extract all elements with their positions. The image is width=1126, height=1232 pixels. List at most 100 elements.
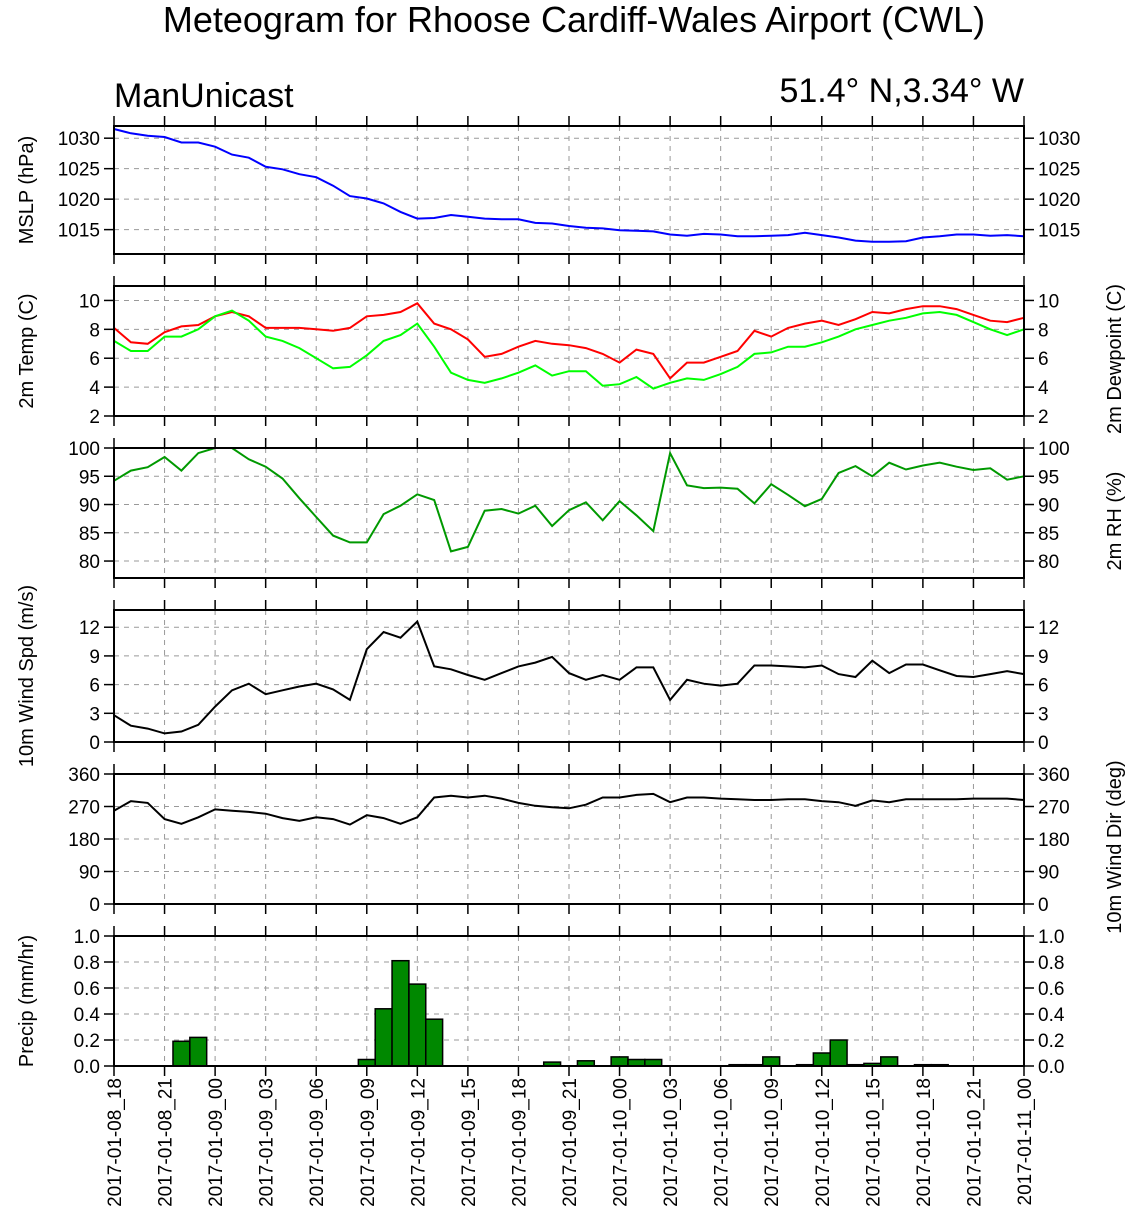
y-tick-label-left: 6 [89,349,100,370]
precip-bar [172,1040,191,1067]
y-axis-label-right: 10m Wind Dir (deg) [1104,760,1126,933]
y-tick-label-right: 0.2 [1038,1031,1064,1052]
y-tick-label-right: 90 [1038,496,1059,517]
y-tick-label-left: 9 [89,647,100,668]
x-tick-label: 2017-01-11_00 [1015,1078,1036,1205]
y-tick-label-right: 100 [1038,439,1070,460]
y-tick-label-left: 1.0 [74,927,100,948]
precip-bar [762,1056,781,1067]
y-tick-label-left: 8 [89,320,100,341]
panel-frame [113,285,1025,417]
y-tick-label-right: 3 [1038,704,1049,725]
x-tick-label: 2017-01-10_12 [813,1078,834,1207]
precip-bar [425,1018,444,1067]
panel-wdir: 0 0 90 90 180 180 270 270 360 360 10m Wind Dir (de… [68,760,1126,933]
y-tick-label-left: 270 [68,798,100,819]
y-tick-label-left: 12 [79,618,100,639]
panel-frame [113,773,1025,905]
y-tick-label-right: 95 [1038,467,1059,488]
x-tick-label: 2017-01-10_06 [712,1078,733,1207]
y-tick-label-left: 4 [89,378,100,399]
series-line-mslp-0 [113,128,1025,243]
y-axis-label-left: 10m Wind Spd (m/s) [16,585,38,767]
y-tick-label-right: 180 [1038,830,1070,851]
precip-bar [880,1056,899,1067]
series-line-temp-1 [113,309,1025,390]
y-tick-label-right: 10 [1038,291,1059,312]
chart-title: Meteogram for Rhoose Cardiff-Wales Airpo… [163,0,985,40]
panel-frame [113,125,1025,255]
x-tick-label: 2017-01-10_18 [914,1078,935,1207]
precip-bar [189,1036,208,1067]
y-tick-label-left: 0.6 [74,979,100,1000]
y-tick-label-right: 9 [1038,647,1049,668]
y-tick-label-left: 0.2 [74,1031,100,1052]
y-tick-label-left: 1030 [58,129,100,150]
y-tick-label-right: 0.4 [1038,1005,1065,1026]
panel-temp: 2 2 4 4 6 6 8 8 10 10 2m Temp (C) 2m Dewpoint (C) [16,276,1126,434]
y-tick-label-right: 0.6 [1038,979,1064,1000]
y-tick-label-right: 90 [1038,863,1059,884]
y-tick-label-right: 85 [1038,524,1059,545]
y-tick-label-left: 0.4 [74,1005,101,1026]
panel-frame [113,447,1025,579]
location-coordinates: 51.4° N,3.34° W [779,72,1024,110]
y-tick-label-left: 6 [89,676,100,697]
x-tick-label: 2017-01-08_21 [156,1078,177,1207]
y-tick-label-right: 6 [1038,349,1049,370]
panel-frame [113,609,1025,743]
y-tick-label-left: 180 [68,830,100,851]
precip-bar [829,1039,848,1067]
y-tick-label-right: 0 [1038,733,1049,754]
y-tick-label-right: 0.0 [1038,1057,1064,1078]
y-tick-label-left: 0 [89,733,100,754]
y-tick-label-right: 2 [1038,407,1049,428]
y-tick-label-left: 0 [89,895,100,916]
series-line-temp-0 [113,302,1025,380]
x-tick-label: 2017-01-09_15 [459,1078,480,1207]
y-tick-label-left: 100 [68,439,100,460]
y-tick-label-right: 6 [1038,676,1049,697]
precip-bar [812,1052,831,1067]
y-tick-label-left: 0.8 [74,953,100,974]
y-tick-label-left: 80 [79,552,100,573]
x-tick-label: 2017-01-09_12 [408,1078,429,1207]
precip-bar [610,1056,629,1067]
x-tick-label: 2017-01-09_06 [307,1078,328,1207]
x-tick-label: 2017-01-09_18 [509,1078,530,1207]
y-axis-label-left: MSLP (hPa) [16,136,38,245]
series-line-wspd-0 [113,619,1025,735]
series-line-wdir-0 [113,792,1025,826]
precip-bar [374,1008,393,1067]
x-tick-label: 2017-01-09_09 [358,1078,379,1207]
y-axis-label-right: 2m Dewpoint (C) [1104,284,1126,434]
y-tick-label-left: 1025 [58,160,100,181]
panel-rh: 80 80 85 85 90 90 95 95 100 100 2m RH (%) [68,438,1126,588]
x-tick-label: 2017-01-10_03 [661,1078,682,1207]
precip-bar [391,959,410,1067]
y-tick-label-left: 95 [79,467,100,488]
y-tick-label-right: 270 [1038,798,1070,819]
y-tick-label-right: 1030 [1038,129,1080,150]
y-tick-label-right: 8 [1038,320,1049,341]
y-tick-label-right: 4 [1038,378,1049,399]
model-name: ManUnicast [114,77,294,115]
x-tick-label: 2017-01-09_21 [560,1078,581,1207]
y-tick-label-right: 12 [1038,618,1059,639]
panel-frame [113,935,1025,1067]
series-line-rh-0 [113,447,1025,553]
y-axis-label-right: 2m RH (%) [1104,472,1126,571]
time-axis: 2017-01-08_18 2017-01-08_21 2017-01-09_00 2… [105,1078,1036,1207]
y-tick-label-right: 1020 [1038,190,1080,211]
y-axis-label-left: Precip (mm/hr) [16,935,38,1067]
y-tick-label-right: 1.0 [1038,927,1064,948]
y-tick-label-left: 360 [68,765,100,786]
x-tick-label: 2017-01-09_00 [206,1078,227,1207]
x-tick-label: 2017-01-08_18 [105,1078,126,1207]
y-tick-label-left: 0.0 [74,1057,100,1078]
y-tick-label-right: 360 [1038,765,1070,786]
panel-mslp: 1015 1015 1020 1020 1025 1025 1030 1030 MSLP (hP… [16,116,1080,264]
x-tick-label: 2017-01-10_00 [611,1078,632,1207]
